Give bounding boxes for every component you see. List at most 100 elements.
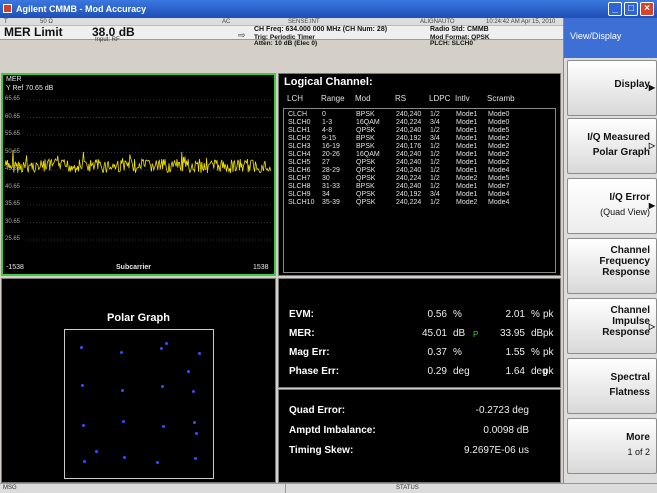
logical-channel-panel[interactable]: Logical Channel: LCH Range Mod RS LDPC Intlv S… [278, 73, 561, 276]
polar-graph-panel[interactable]: Polar Graph [1, 278, 276, 483]
error-label: Timing Skew: [289, 445, 354, 456]
table-row[interactable]: SLCH7 30 QPSK 240,224 1/2 Mode2 Mode5 [284, 175, 555, 183]
meas-limit-value[interactable]: 38.0 dB [92, 25, 135, 39]
metric-v2: 1.64 [505, 366, 525, 377]
constellation-point [120, 351, 123, 354]
metric-pk: pk [543, 309, 554, 320]
table-row[interactable]: SLCH0 1-3 16QAM 240,224 3/4 Mode1 Mode0 [284, 119, 555, 127]
table-cell: Mode5 [488, 175, 510, 182]
metric-pk: pk [543, 366, 554, 377]
table-cell: 240,176 [396, 143, 422, 150]
table-cell: 34 [322, 191, 330, 198]
align-indicator: ALIGNAUTO [420, 19, 455, 25]
minimize-button[interactable]: _ [608, 2, 622, 16]
column-header: Scramb [487, 94, 515, 103]
trace-indicator: T [4, 19, 8, 25]
table-cell: Mode0 [488, 119, 510, 126]
table-cell: 0 [322, 111, 326, 118]
metric-v1: 45.01 [421, 328, 447, 339]
table-cell: Mode4 [488, 167, 510, 174]
constellation-point [194, 457, 197, 460]
radio-standard: Radio Std: CMMB [430, 26, 489, 33]
metric-label: EVM: [289, 309, 314, 320]
status-bar: MSG STATUS [0, 483, 657, 493]
table-cell: 240,240 [396, 159, 422, 166]
table-cell: Mode1 [456, 183, 478, 190]
table-cell: 240,192 [396, 191, 422, 198]
metric-v2: 2.01 [505, 309, 525, 320]
table-row[interactable]: SLCH5 27 QPSK 240,240 1/2 Mode1 Mode2 [284, 159, 555, 167]
constellation-point [122, 420, 125, 423]
constellation-point [165, 342, 168, 345]
table-cell: SLCH5 [288, 159, 311, 166]
iq-measured-polar-softkey[interactable]: I/Q Measured Polar Graph ▷ [567, 118, 657, 174]
table-cell: Mode1 [456, 151, 478, 158]
table-row[interactable]: SLCH4 20-26 16QAM 240,240 1/2 Mode1 Mode2 [284, 151, 555, 159]
table-cell: 30 [322, 175, 330, 182]
table-cell: Mode2 [488, 143, 510, 150]
table-row[interactable]: SLCH3 16-19 BPSK 240,176 1/2 Mode1 Mode2 [284, 143, 555, 151]
input-arrow-icon: ⇨ [238, 30, 246, 40]
y-tick-label: 25.65 [5, 236, 21, 242]
more-softkey[interactable]: More 1 of 2 [567, 418, 657, 474]
meas-title: MER Limit [4, 25, 63, 39]
table-row[interactable]: CLCH 0 BPSK 240,240 1/2 Mode1 Mode0 [284, 111, 555, 119]
channel-frequency-response-softkey[interactable]: Channel Frequency Response [567, 238, 657, 294]
column-header: Range [321, 94, 345, 103]
table-cell: SLCH1 [288, 127, 311, 134]
close-button[interactable]: × [640, 2, 654, 16]
softkey-label: Channel [610, 305, 650, 316]
metric-flag: P [473, 330, 479, 339]
error-summary-panel[interactable]: Quad Error: -0.2723 deg Amptd Imbalance: 0.… [278, 389, 561, 483]
metrics-panel[interactable]: EVM: 0.56% 2.01% pk MER: 45.01 dB P 33.95 dB pk Mag… [278, 278, 561, 388]
table-cell: 1-3 [322, 119, 333, 126]
table-cell: SLCH0 [288, 119, 311, 126]
header-top-row: T 50 Ω AC SENSE:INT ALIGNAUTO 10:24:42 A… [0, 18, 563, 26]
channel-impulse-response-softkey[interactable]: Channel Impulse Response ▷ [567, 298, 657, 354]
table-cell: 16QAM [356, 119, 380, 126]
metric-pk: pk [543, 347, 554, 358]
iq-error-quad-softkey[interactable]: I/Q Error (Quad View) ▶ [567, 178, 657, 234]
table-cell: 240,224 [396, 175, 422, 182]
table-cell: SLCH10 [288, 199, 315, 206]
constellation-point [198, 352, 201, 355]
polar-graph-plot [64, 329, 214, 479]
table-cell: 1/2 [430, 167, 440, 174]
maximize-button[interactable]: □ [624, 2, 638, 16]
table-cell: Mode5 [488, 127, 510, 134]
x-right-label: 1538 [253, 264, 269, 271]
display-softkey[interactable]: Display ▶ [567, 60, 657, 116]
table-cell: Mode1 [456, 119, 478, 126]
mer-spectrum-panel[interactable]: MER Y Ref 70.65 dB 65.65 60.65 55.65 50.65 4… [1, 73, 276, 276]
table-cell: SLCH3 [288, 143, 311, 150]
x-axis-label: Subcarrier [116, 264, 152, 271]
table-cell: SLCH7 [288, 175, 311, 182]
column-header: Intlv [455, 94, 470, 103]
table-row[interactable]: SLCH8 31-33 BPSK 240,240 1/2 Mode1 Mode7 [284, 183, 555, 191]
table-cell: 240,240 [396, 183, 422, 190]
constellation-point [160, 347, 163, 350]
constellation-point [187, 370, 190, 373]
error-value: 0.0098 dB [483, 425, 529, 436]
table-cell: 27 [322, 159, 330, 166]
table-cell: SLCH9 [288, 191, 311, 198]
constellation-point [82, 424, 85, 427]
status-label: STATUS [396, 485, 419, 491]
table-cell: 240,224 [396, 199, 422, 206]
table-cell: 1/2 [430, 159, 440, 166]
table-row[interactable]: SLCH9 34 QPSK 240,192 3/4 Mode1 Mode4 [284, 191, 555, 199]
table-row[interactable]: SLCH6 28-29 QPSK 240,240 1/2 Mode1 Mode4 [284, 167, 555, 175]
center-frequency[interactable]: CH Freq: 634.000 000 MHz (CH Num: 28) [254, 26, 388, 33]
table-cell: Mode2 [456, 199, 478, 206]
table-cell: Mode1 [456, 127, 478, 134]
table-row[interactable]: SLCH1 4-8 QPSK 240,240 1/2 Mode1 Mode5 [284, 127, 555, 135]
table-cell: Mode7 [488, 183, 510, 190]
spectral-flatness-softkey[interactable]: Spectral Flatness [567, 358, 657, 414]
table-cell: Mode1 [456, 167, 478, 174]
table-row[interactable]: SLCH10 35-39 QPSK 240,224 1/2 Mode2 Mode4 [284, 199, 555, 207]
y-ref-label: Y Ref 70.65 dB [6, 85, 54, 92]
table-row[interactable]: SLCH2 9-15 BPSK 240,192 3/4 Mode1 Mode2 [284, 135, 555, 143]
plch-info: PLCH: SLCH0 [430, 40, 473, 47]
error-label: Quad Error: [289, 405, 346, 416]
mer-spectrum-chart [4, 99, 271, 241]
